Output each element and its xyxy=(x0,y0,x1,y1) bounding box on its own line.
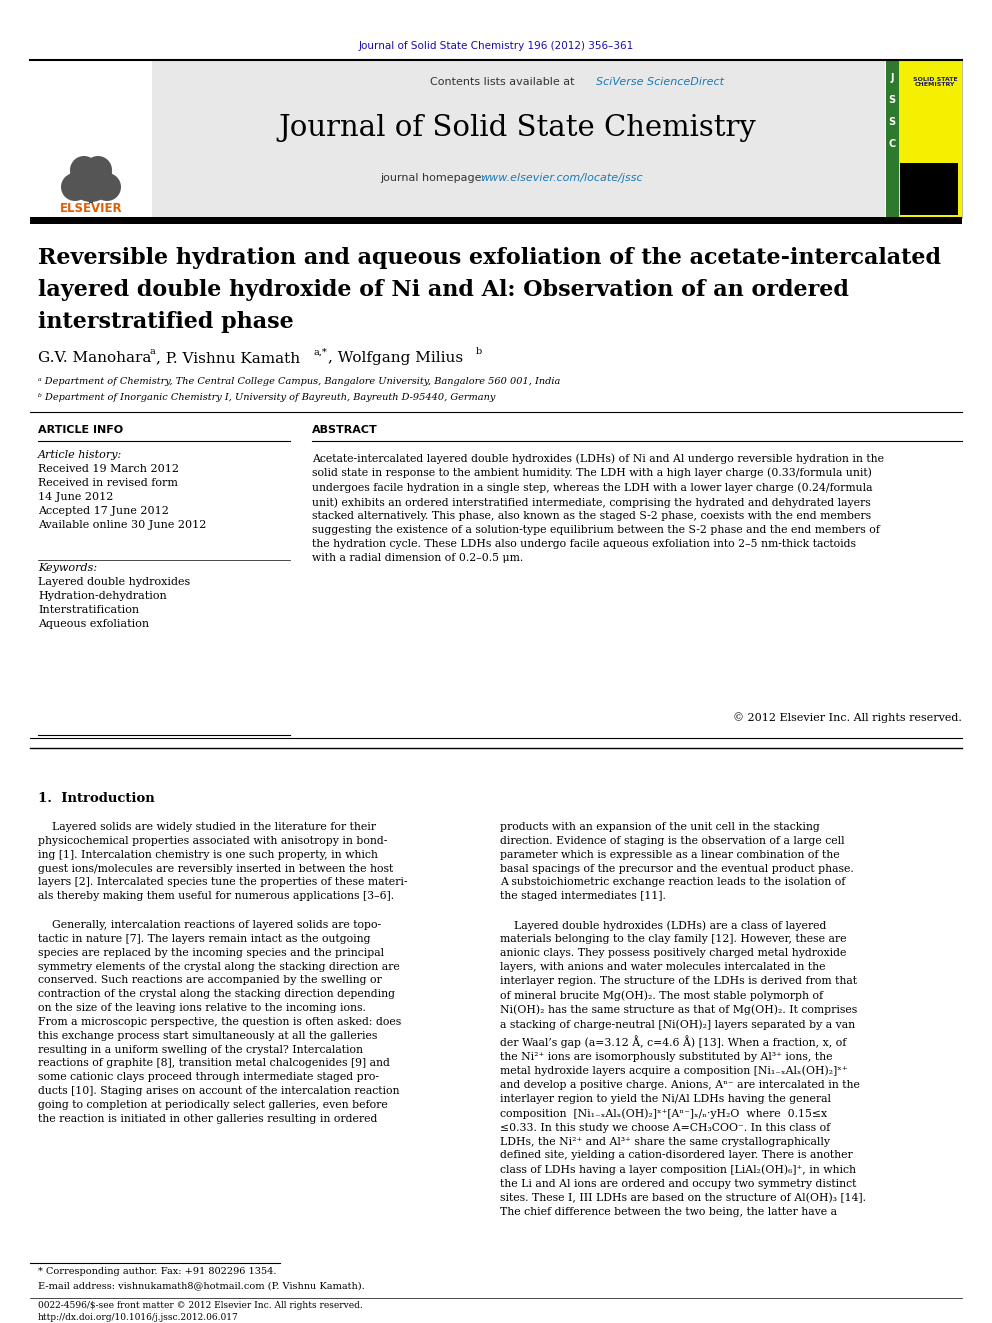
Text: Accepted 17 June 2012: Accepted 17 June 2012 xyxy=(38,505,169,516)
Text: E-mail address: vishnukamath8@hotmail.com (P. Vishnu Kamath).: E-mail address: vishnukamath8@hotmail.co… xyxy=(38,1282,365,1290)
Text: Received 19 March 2012: Received 19 March 2012 xyxy=(38,464,179,474)
Text: , Wolfgang Milius: , Wolfgang Milius xyxy=(328,351,463,365)
Bar xyxy=(152,60,885,218)
Text: ABSTRACT: ABSTRACT xyxy=(312,425,378,435)
Bar xyxy=(886,60,962,218)
Text: S: S xyxy=(889,116,896,127)
Bar xyxy=(89,185,93,202)
Circle shape xyxy=(69,157,113,202)
Text: ᵇ Department of Inorganic Chemistry I, University of Bayreuth, Bayreuth D-95440,: ᵇ Department of Inorganic Chemistry I, U… xyxy=(38,393,495,401)
Text: products with an expansion of the unit cell in the stacking
direction. Evidence : products with an expansion of the unit c… xyxy=(500,822,854,901)
Text: Aqueous exfoliation: Aqueous exfoliation xyxy=(38,619,149,628)
Bar xyxy=(900,163,958,216)
Text: S: S xyxy=(889,95,896,105)
Text: a,*: a,* xyxy=(313,348,326,356)
Text: J: J xyxy=(890,73,894,83)
Text: ARTICLE INFO: ARTICLE INFO xyxy=(38,425,123,435)
Text: Journal of Solid State Chemistry: Journal of Solid State Chemistry xyxy=(278,114,756,142)
Text: 0022-4596/$-see front matter © 2012 Elsevier Inc. All rights reserved.: 0022-4596/$-see front matter © 2012 Else… xyxy=(38,1302,363,1311)
Text: journal homepage:: journal homepage: xyxy=(380,173,489,183)
Text: C: C xyxy=(889,139,896,149)
Bar xyxy=(886,60,899,218)
Circle shape xyxy=(70,156,98,184)
Text: ELSEVIER: ELSEVIER xyxy=(60,201,122,214)
Bar xyxy=(30,60,152,218)
Text: Article history:: Article history: xyxy=(38,450,122,460)
Text: Available online 30 June 2012: Available online 30 June 2012 xyxy=(38,520,206,531)
Circle shape xyxy=(93,173,121,201)
Text: Hydration-dehydration: Hydration-dehydration xyxy=(38,591,167,601)
Text: * Corresponding author. Fax: +91 802296 1354.: * Corresponding author. Fax: +91 802296 … xyxy=(38,1267,277,1277)
Text: 14 June 2012: 14 June 2012 xyxy=(38,492,113,501)
Text: www.elsevier.com/locate/jssc: www.elsevier.com/locate/jssc xyxy=(480,173,643,183)
Bar xyxy=(30,217,962,224)
Text: 1.  Introduction: 1. Introduction xyxy=(38,791,155,804)
Text: Contents lists available at: Contents lists available at xyxy=(430,77,578,87)
Circle shape xyxy=(84,156,112,184)
Circle shape xyxy=(61,173,89,201)
Text: Layered solids are widely studied in the literature for their
physicochemical pr: Layered solids are widely studied in the… xyxy=(38,822,408,901)
Text: http://dx.doi.org/10.1016/j.jssc.2012.06.017: http://dx.doi.org/10.1016/j.jssc.2012.06… xyxy=(38,1312,239,1322)
Text: SciVerse ScienceDirect: SciVerse ScienceDirect xyxy=(596,77,724,87)
Text: a: a xyxy=(150,348,156,356)
Text: Generally, intercalation reactions of layered solids are topo-
tactic in nature : Generally, intercalation reactions of la… xyxy=(38,919,401,1123)
Text: ᵃ Department of Chemistry, The Central College Campus, Bangalore University, Ban: ᵃ Department of Chemistry, The Central C… xyxy=(38,377,560,386)
Text: Acetate-intercalated layered double hydroxides (LDHs) of Ni and Al undergo rever: Acetate-intercalated layered double hydr… xyxy=(312,452,884,564)
Text: Reversible hydration and aqueous exfoliation of the acetate-intercalated: Reversible hydration and aqueous exfolia… xyxy=(38,247,941,269)
Text: interstratified phase: interstratified phase xyxy=(38,311,294,333)
Text: Keywords:: Keywords: xyxy=(38,564,97,573)
Text: G.V. Manohara: G.V. Manohara xyxy=(38,351,152,365)
Text: Interstratification: Interstratification xyxy=(38,605,139,615)
Text: Journal of Solid State Chemistry 196 (2012) 356–361: Journal of Solid State Chemistry 196 (20… xyxy=(358,41,634,52)
Text: © 2012 Elsevier Inc. All rights reserved.: © 2012 Elsevier Inc. All rights reserved… xyxy=(733,713,962,724)
Text: layered double hydroxide of Ni and Al: Observation of an ordered: layered double hydroxide of Ni and Al: O… xyxy=(38,279,849,302)
Text: b: b xyxy=(476,348,482,356)
Text: Layered double hydroxides (LDHs) are a class of layered
materials belonging to t: Layered double hydroxides (LDHs) are a c… xyxy=(500,919,866,1217)
Text: Layered double hydroxides: Layered double hydroxides xyxy=(38,577,190,587)
Text: , P. Vishnu Kamath: , P. Vishnu Kamath xyxy=(156,351,301,365)
Text: Received in revised form: Received in revised form xyxy=(38,478,178,488)
Text: SOLID STATE
CHEMISTRY: SOLID STATE CHEMISTRY xyxy=(913,77,957,87)
